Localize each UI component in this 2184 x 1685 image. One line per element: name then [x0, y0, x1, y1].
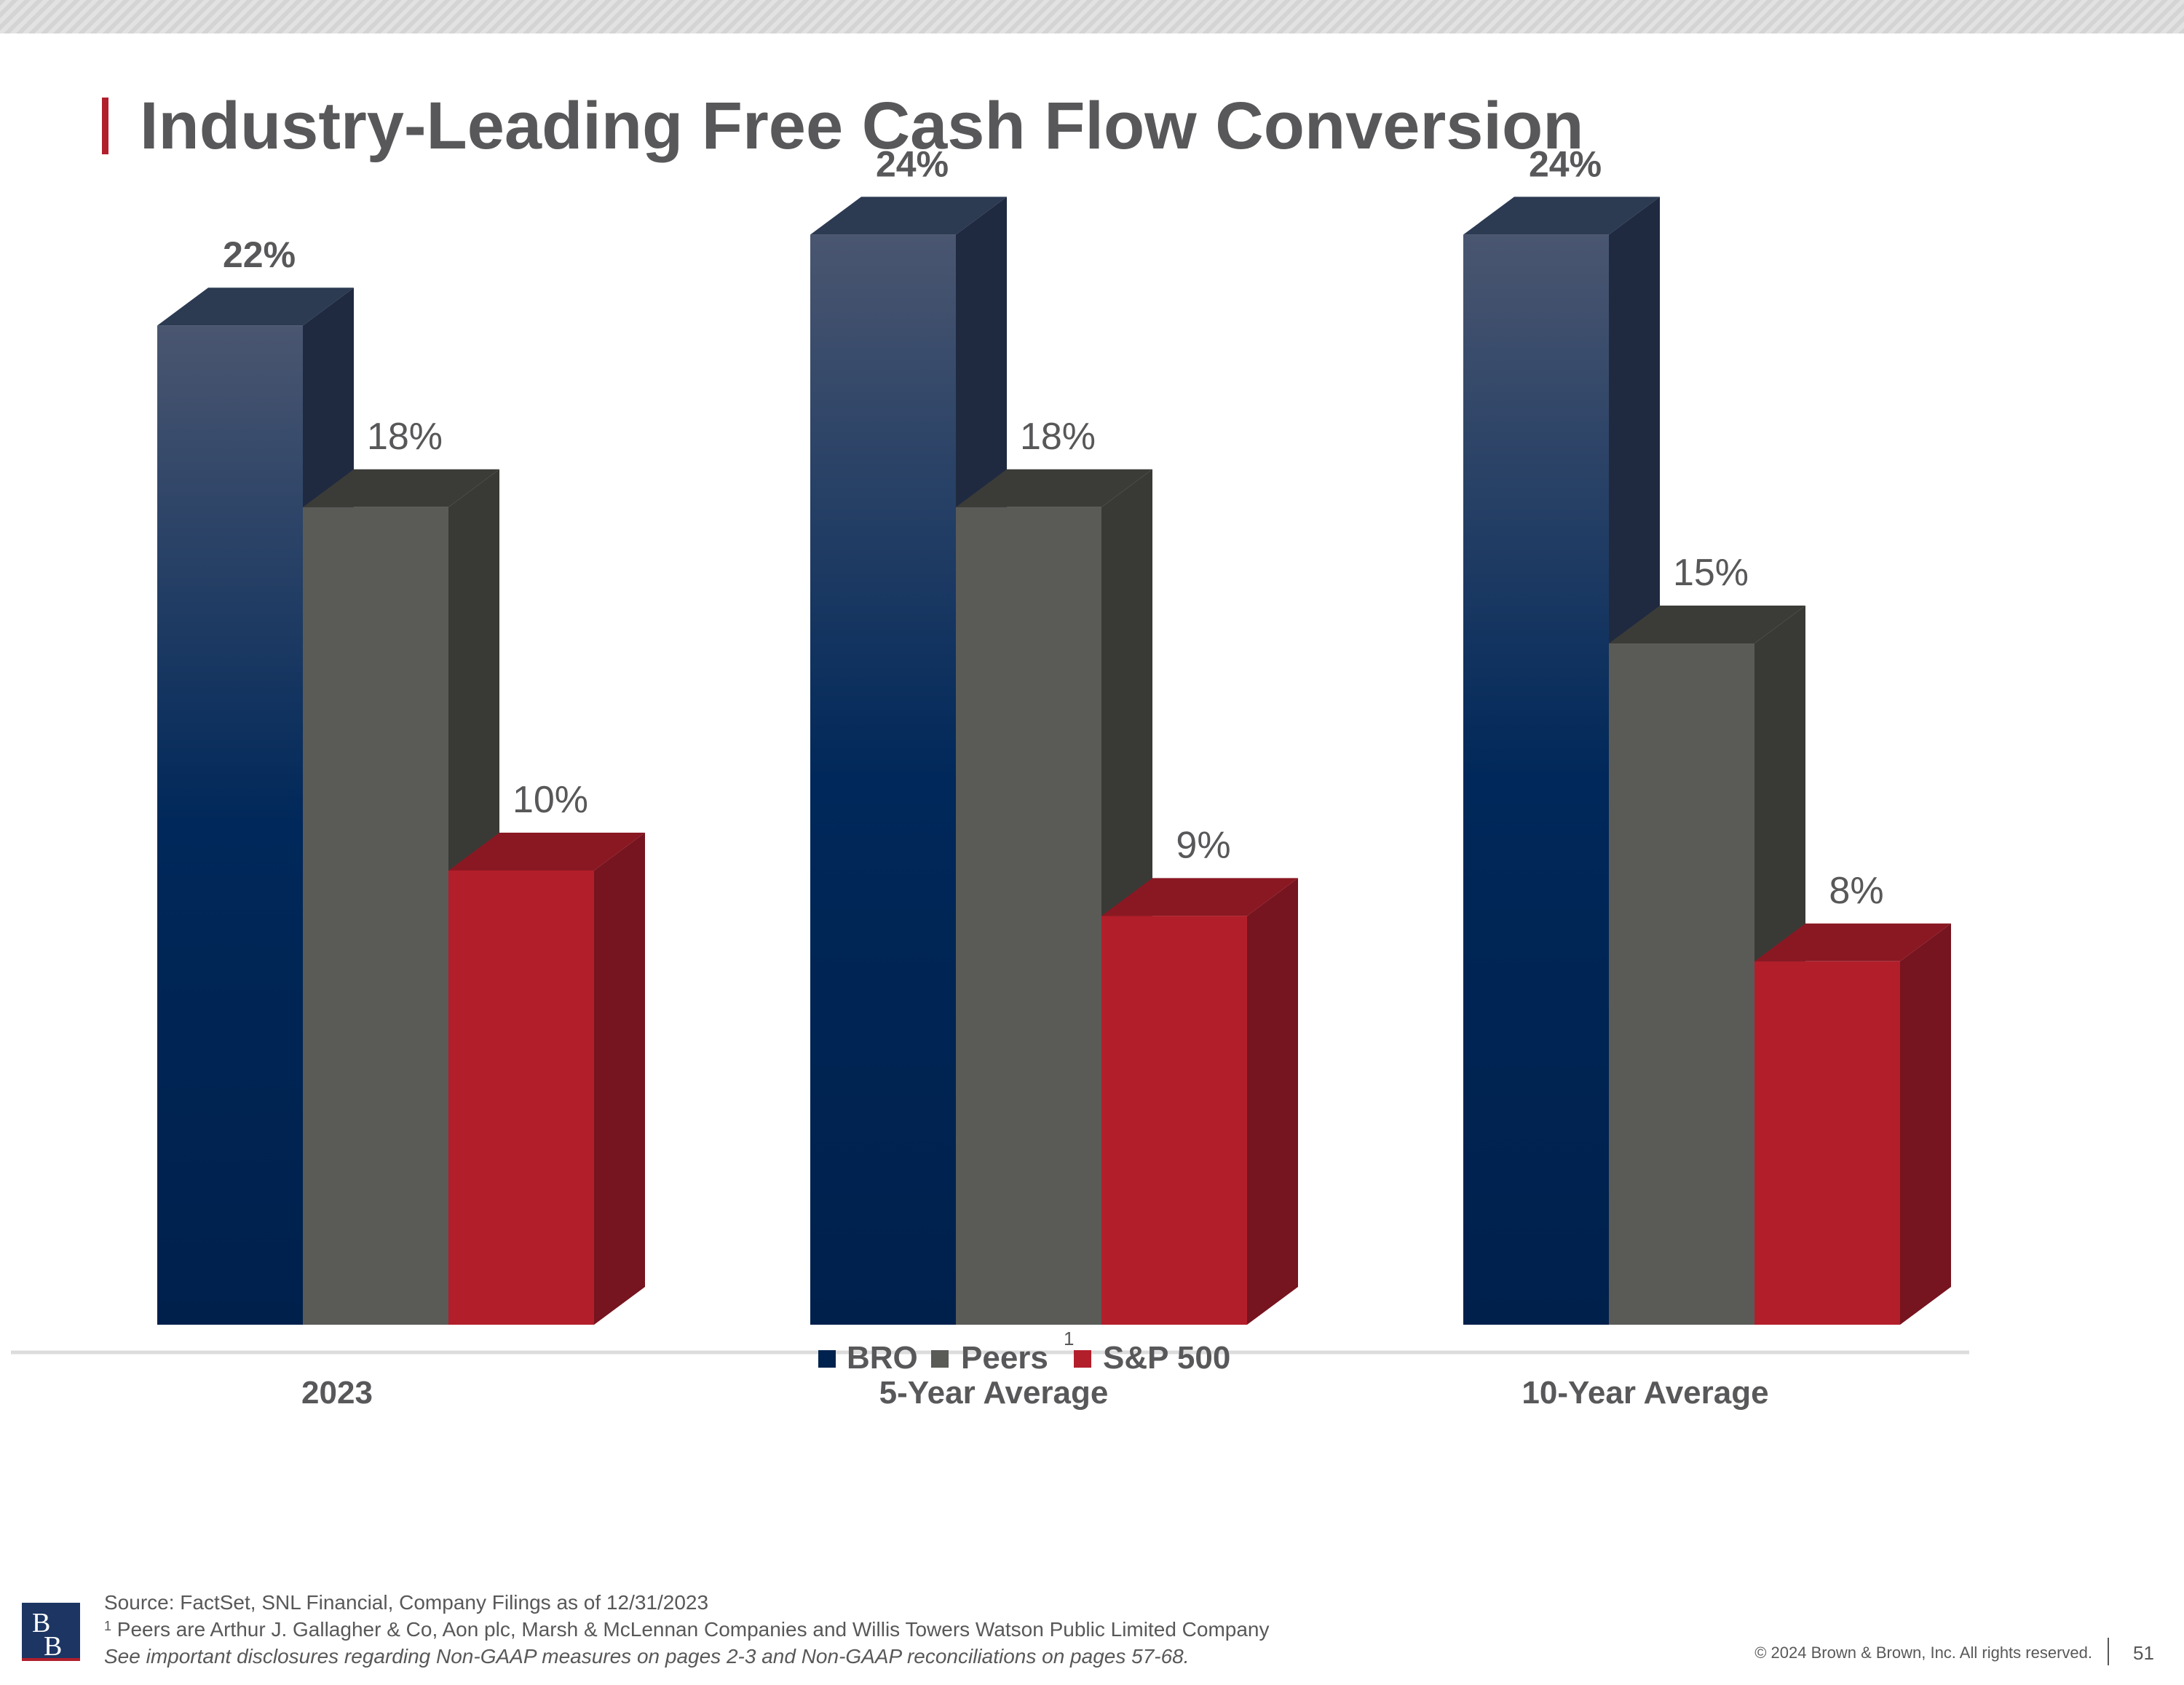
bar-s-p-500-10-year-average-front: [1754, 961, 1900, 1325]
footnote-text: Peers are Arthur J. Gallagher & Co, Aon …: [116, 1618, 1270, 1641]
bar-s-p-500-5-year-average-front: [1101, 916, 1247, 1325]
bar-peers-5-year-average: [956, 469, 1152, 1325]
bar-bro-2023-front: [157, 325, 303, 1325]
svg-text:B: B: [44, 1631, 62, 1661]
category-label-2023: 2023: [301, 1375, 373, 1411]
bar-bro-5-year-average-top: [810, 197, 1007, 235]
bar-peers-5-year-average-top: [956, 469, 1152, 507]
bar-bro-10-year-average-front: [1463, 234, 1609, 1325]
footnote-marker: 1: [104, 1619, 112, 1633]
page-title: Industry-Leading Free Cash Flow Conversi…: [140, 89, 1584, 163]
legend-swatch-s-p-500: [1074, 1350, 1091, 1368]
bar-peers-10-year-average-front: [1609, 643, 1754, 1325]
bar-peers-2023-front: [303, 507, 448, 1325]
bar-s-p-500-2023-side: [594, 833, 645, 1325]
data-label-peers-5-year-average: 18%: [1020, 416, 1096, 458]
data-label-s-p-500-5-year-average: 9%: [1176, 824, 1230, 866]
bar-peers-2023-top: [303, 469, 499, 507]
footnote: 1 Peers are Arthur J. Gallagher & Co, Ao…: [104, 1616, 1487, 1643]
legend-swatch-bro: [818, 1350, 836, 1368]
bar-s-p-500-5-year-average-top: [1101, 878, 1298, 916]
disclosure-note: See important disclosures regarding Non-…: [104, 1645, 1190, 1668]
bar-bro-2023-top: [157, 288, 354, 326]
data-label-bro-2023: 22%: [223, 234, 296, 275]
footer-notes: Source: FactSet, SNL Financial, Company …: [104, 1589, 1487, 1670]
legend-swatch-peers: [931, 1350, 949, 1368]
category-label-5-year-average: 5-Year Average: [879, 1375, 1109, 1411]
bar-s-p-500-10-year-average-side: [1900, 923, 1951, 1325]
bars-group: [157, 197, 1951, 1325]
bar-bro-5-year-average-front: [810, 234, 956, 1325]
legend-label-peers: Peers: [961, 1340, 1048, 1376]
legend-item-s-p-500: S&P 500: [1074, 1340, 1230, 1376]
legend-item-bro: BRO: [818, 1340, 918, 1376]
page-number: 51: [2133, 1642, 2154, 1664]
category-label-10-year-average: 10-Year Average: [1522, 1375, 1768, 1411]
bar-bro-10-year-average-top: [1463, 197, 1660, 235]
bar-s-p-500-2023-top: [448, 833, 645, 871]
legend-label-bro: BRO: [847, 1340, 918, 1376]
bar-s-p-500-10-year-average-top: [1754, 923, 1951, 962]
footer-divider: [2108, 1638, 2109, 1665]
data-label-s-p-500-10-year-average: 8%: [1829, 870, 1883, 912]
svg-text:B: B: [32, 1608, 50, 1638]
bar-s-p-500-2023-front: [448, 871, 594, 1325]
data-label-peers-2023: 18%: [367, 416, 443, 458]
bar-s-p-500-5-year-average: [1101, 878, 1298, 1325]
brown-brown-logo: B B: [22, 1603, 80, 1661]
top-decorative-bar: [0, 0, 2184, 33]
data-label-bro-5-year-average: 24%: [876, 143, 949, 184]
data-label-s-p-500-2023: 10%: [513, 779, 588, 821]
bar-peers-5-year-average-front: [956, 507, 1101, 1325]
legend-footnote-marker: 1: [1064, 1328, 1074, 1349]
source-note: Source: FactSet, SNL Financial, Company …: [104, 1591, 709, 1614]
legend: BRO Peers S&P 500 1: [818, 1328, 1230, 1376]
title-accent-bar: [102, 98, 108, 154]
bar-s-p-500-10-year-average: [1754, 923, 1951, 1325]
bar-peers-10-year-average-top: [1609, 606, 1805, 643]
bar-s-p-500-2023: [448, 833, 645, 1325]
data-label-peers-10-year-average: 15%: [1673, 552, 1749, 594]
legend-label-s-p-500: S&P 500: [1103, 1340, 1230, 1376]
legend-item-peers: Peers: [931, 1340, 1048, 1376]
data-label-bro-10-year-average: 24%: [1529, 143, 1602, 184]
copyright-text: © 2024 Brown & Brown, Inc. All rights re…: [1754, 1644, 2092, 1662]
bar-s-p-500-5-year-average-side: [1247, 878, 1298, 1325]
